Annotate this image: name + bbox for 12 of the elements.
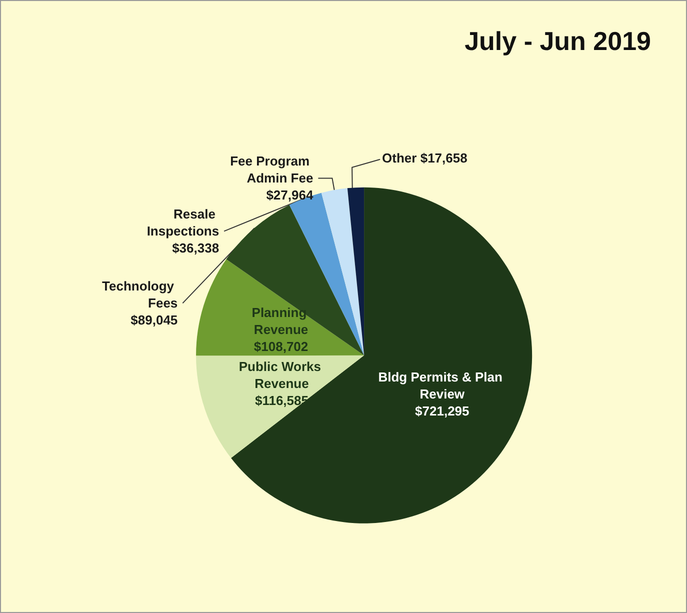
data-label: $36,338 [172,240,220,256]
slice-label: Resale Inspections [146,206,220,239]
data-label: $89,045 [130,312,178,328]
slice-label: Other $17,658 [382,150,468,166]
slice-label: Public Works Revenue [238,359,325,392]
data-label: $27,964 [266,188,314,203]
slice-label: Bldg Permits & Plan Review [378,369,506,402]
slice-label: Technology Fees [102,278,178,311]
data-label: $721,295 [415,403,470,418]
data-label: $108,702 [254,338,308,354]
slice-label: Fee Program Admin Fee [230,154,314,186]
chart-title: July - Jun 2019 [464,26,652,56]
